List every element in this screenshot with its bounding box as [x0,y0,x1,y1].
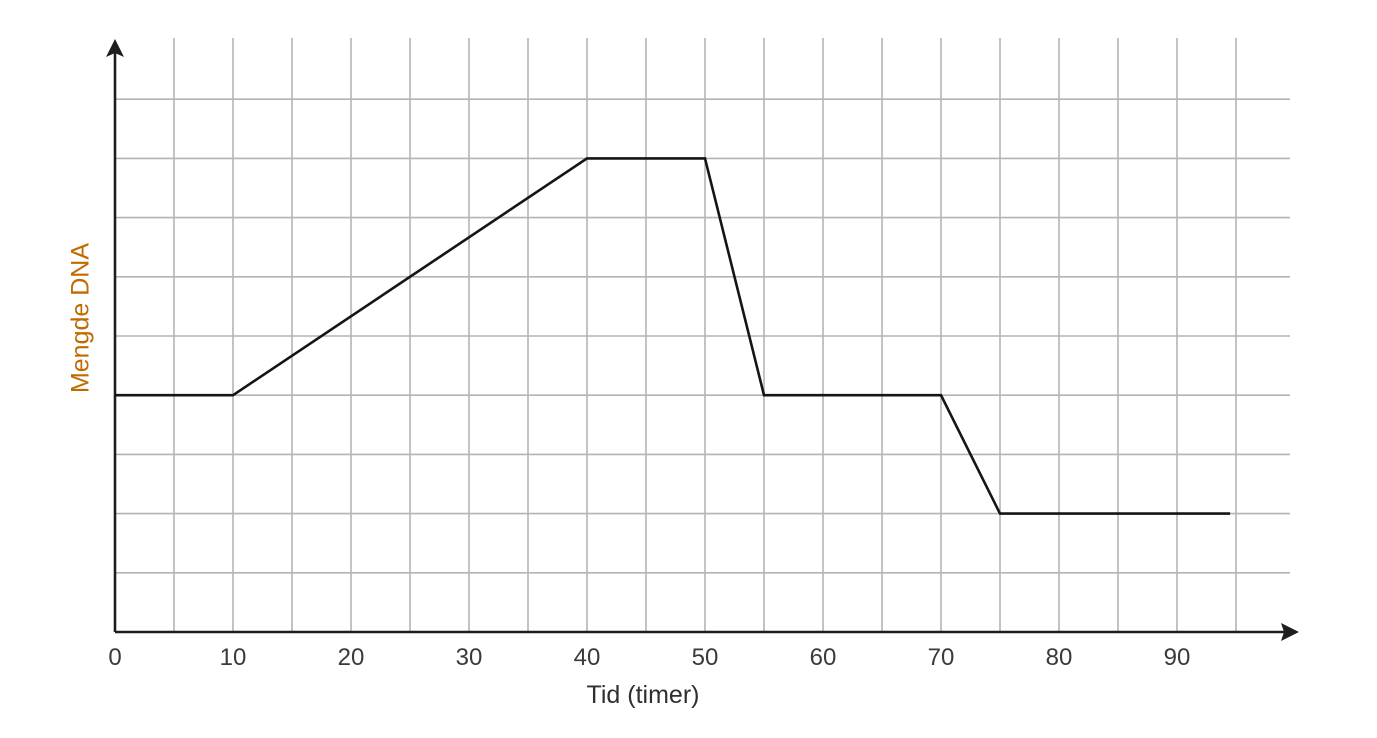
series-line [115,157,1231,515]
x-tick-label: 80 [1046,644,1073,671]
x-tick-label: 0 [108,644,121,671]
x-tick-label: 90 [1164,644,1191,671]
y-axis-arrow [106,39,124,57]
x-tick-label: 10 [220,644,247,671]
y-axis-title: Mengde DNA [67,243,95,393]
x-tick-label: 50 [692,644,719,671]
axes [106,39,1299,641]
x-tick-label: 40 [574,644,601,671]
series-group [115,157,1231,515]
x-axis-arrow [1281,623,1299,641]
x-tick-label: 60 [810,644,837,671]
x-axis-title: Tid (timer) [587,681,700,709]
x-tick-label: 70 [928,644,955,671]
x-tick-labels: 0 10 20 30 40 50 60 70 80 90 [108,644,1190,671]
grid [115,38,1290,632]
x-tick-label: 30 [456,644,483,671]
x-tick-label: 20 [338,644,365,671]
